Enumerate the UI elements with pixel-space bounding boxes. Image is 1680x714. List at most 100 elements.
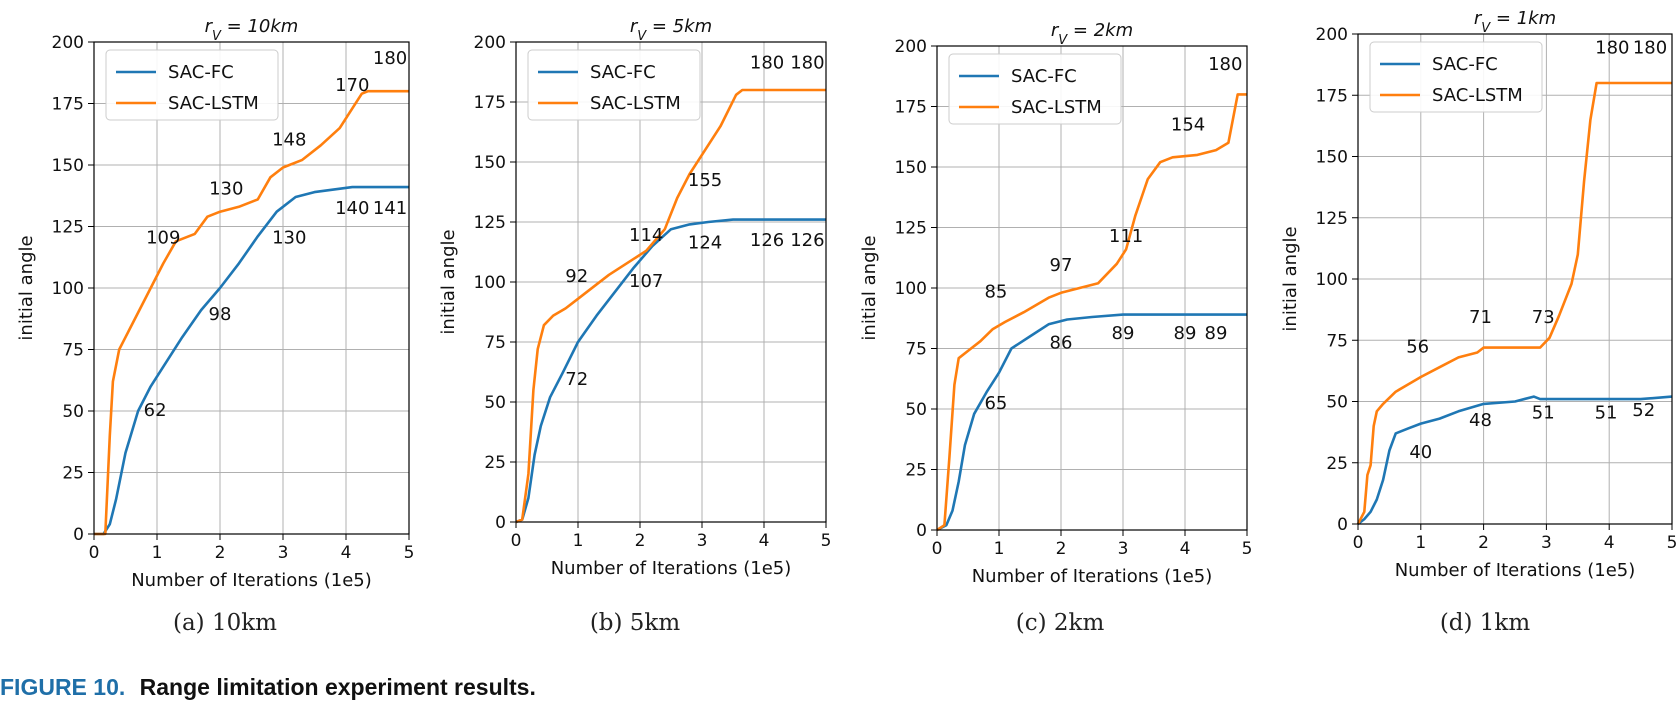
y-tick-label: 200: [474, 33, 506, 53]
y-tick-label: 150: [474, 153, 506, 173]
legend-label-sac-fc: SAC-FC: [1432, 54, 1498, 75]
data-annotation: 97: [1050, 255, 1073, 276]
chart-title: rV = 5km: [630, 16, 712, 44]
y-tick-label: 125: [474, 213, 506, 233]
chart-title: rV = 2km: [1051, 20, 1133, 48]
x-tick-label: 0: [511, 531, 522, 551]
y-tick-label: 150: [52, 156, 84, 176]
data-annotation: 107: [629, 271, 663, 292]
y-tick-label: 175: [52, 95, 84, 115]
data-annotation: 71: [1469, 307, 1492, 328]
x-tick-label: 2: [635, 531, 646, 551]
data-annotation: 40: [1409, 442, 1432, 463]
series-line-sac-lstm: [94, 89, 409, 536]
y-tick-label: 200: [1316, 25, 1348, 45]
series-line-sac-lstm: [1356, 81, 1672, 525]
x-tick-label: 1: [994, 539, 1005, 559]
data-annotation: 114: [629, 225, 663, 246]
y-axis-label: initial angle: [859, 235, 880, 340]
x-tick-label: 2: [1056, 539, 1067, 559]
data-annotation: 56: [1406, 337, 1429, 358]
y-tick-label: 125: [1316, 209, 1348, 229]
data-annotation: 148: [272, 129, 306, 150]
y-tick-label: 0: [73, 525, 84, 545]
y-tick-label: 125: [895, 219, 927, 239]
data-annotation: 124: [688, 232, 722, 253]
subfigure-caption: (d) 1km: [1440, 610, 1531, 636]
series-line-sac-fc: [94, 185, 409, 536]
data-annotation: 62: [144, 400, 167, 421]
y-tick-label: 25: [1326, 454, 1348, 474]
y-tick-label: 175: [895, 98, 927, 118]
data-annotation: 170: [335, 75, 369, 96]
y-tick-label: 200: [895, 37, 927, 57]
title-r: r: [1474, 8, 1483, 29]
y-tick-label: 0: [1337, 515, 1348, 535]
title-rest: = 10km: [221, 16, 298, 37]
data-annotation: 130: [209, 179, 243, 200]
x-tick-label: 5: [404, 543, 415, 563]
figure-caption-text: Range limitation experiment results.: [139, 674, 536, 700]
x-axis-label: Number of Iterations (1e5): [972, 566, 1213, 587]
x-tick-label: 4: [759, 531, 770, 551]
y-tick-label: 50: [484, 393, 506, 413]
legend-label-sac-lstm: SAC-LSTM: [168, 93, 259, 114]
y-tick-label: 125: [52, 218, 84, 238]
x-tick-label: 1: [1415, 533, 1426, 553]
y-tick-label: 75: [905, 340, 927, 360]
y-tick-label: 25: [905, 461, 927, 481]
x-tick-label: 5: [1242, 539, 1253, 559]
x-tick-label: 1: [152, 543, 163, 563]
y-tick-label: 75: [484, 333, 506, 353]
y-tick-label: 150: [895, 158, 927, 178]
data-annotation: 72: [565, 369, 588, 390]
y-axis-label: initial angle: [16, 235, 37, 340]
x-tick-label: 4: [1604, 533, 1615, 553]
x-tick-label: 5: [821, 531, 832, 551]
title-sub: V: [637, 29, 647, 44]
y-tick-label: 100: [52, 279, 84, 299]
data-annotation: 141: [373, 198, 407, 219]
data-annotation: 89: [1112, 323, 1135, 344]
data-annotation: 109: [146, 228, 180, 249]
x-axis-label: Number of Iterations (1e5): [131, 570, 372, 591]
y-tick-label: 100: [474, 273, 506, 293]
x-tick-label: 2: [215, 543, 226, 563]
legend-label-sac-lstm: SAC-LSTM: [1011, 97, 1102, 118]
x-tick-label: 0: [932, 539, 943, 559]
y-tick-label: 150: [1316, 148, 1348, 168]
legend-label-sac-lstm: SAC-LSTM: [1432, 85, 1523, 106]
data-annotation: 89: [1174, 323, 1197, 344]
data-annotation: 180: [1208, 54, 1242, 75]
data-annotation: 92: [565, 266, 588, 287]
legend-label-sac-fc: SAC-FC: [590, 62, 656, 83]
title-sub: V: [1481, 21, 1491, 36]
title-r: r: [630, 16, 639, 37]
data-annotation: 126: [790, 230, 824, 251]
y-tick-label: 175: [1316, 86, 1348, 106]
data-annotation: 180: [373, 48, 407, 69]
x-tick-label: 1: [573, 531, 584, 551]
subfigure-caption: (b) 5km: [590, 610, 681, 636]
data-annotation: 154: [1171, 115, 1205, 136]
y-tick-label: 175: [474, 93, 506, 113]
title-r: r: [205, 16, 214, 37]
title-rest: = 2km: [1067, 20, 1133, 41]
y-tick-label: 25: [62, 464, 84, 484]
title-r: r: [1051, 20, 1060, 41]
series-line-sac-fc: [515, 218, 826, 524]
y-tick-label: 50: [905, 400, 927, 420]
y-tick-label: 75: [62, 341, 84, 361]
data-annotation: 86: [1050, 333, 1073, 354]
data-annotation: 85: [984, 282, 1007, 303]
x-axis-label: Number of Iterations (1e5): [551, 558, 792, 579]
y-axis-label: initial angle: [438, 229, 459, 334]
y-tick-label: 100: [895, 279, 927, 299]
data-annotation: 180: [1633, 38, 1667, 59]
data-annotation: 48: [1469, 410, 1492, 431]
subfigure-caption: (c) 2km: [1016, 610, 1105, 636]
